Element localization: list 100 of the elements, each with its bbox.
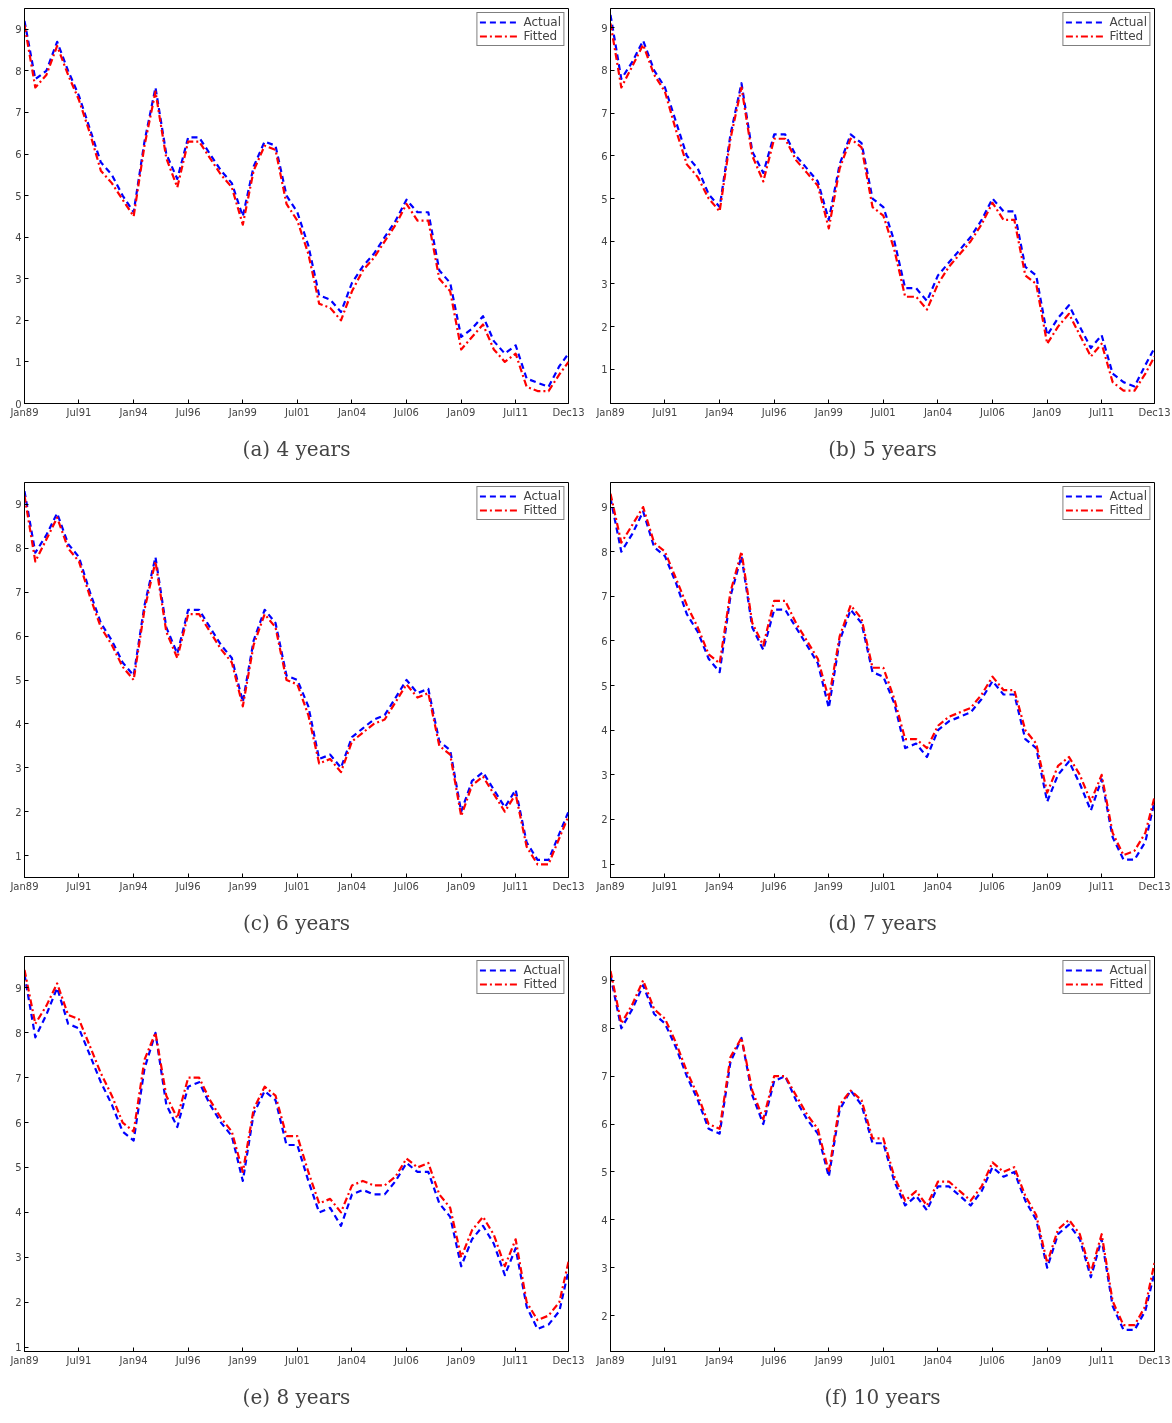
x-tick-label: Jul01 (869, 406, 896, 418)
x-tick-label: Jul06 (393, 406, 419, 418)
x-tick-label: Jul01 (869, 1354, 896, 1366)
x-tick-label: Jul11 (502, 880, 529, 892)
x-tick-label: Jul11 (1088, 880, 1115, 892)
x-tick-label: Jan09 (446, 406, 476, 418)
y-tick-label: 9 (601, 502, 608, 514)
y-tick-label: 5 (601, 680, 608, 692)
x-tick-label: Jul01 (283, 880, 310, 892)
x-tick-label: Jan99 (813, 406, 843, 418)
y-tick-label: 4 (15, 1207, 22, 1219)
text: (b) 5 years (828, 436, 937, 461)
x-tick-label: Jan04 (336, 880, 367, 892)
y-tick-label: 5 (15, 190, 22, 202)
legend-label: Fitted (523, 503, 558, 517)
y-tick-label: 3 (601, 1262, 608, 1274)
x-tick-label: Jul91 (651, 1354, 678, 1366)
x-tick-label: Jul96 (760, 880, 787, 892)
y-tick-label: 4 (601, 236, 608, 248)
legend-label: Fitted (1109, 977, 1144, 991)
x-tick-label: Dec13 (552, 406, 585, 418)
y-tick-label: 5 (601, 193, 608, 205)
legend-label: Actual (523, 489, 561, 503)
text: (e) 8 years (242, 1384, 351, 1409)
y-tick-label: 3 (15, 762, 22, 774)
x-tick-label: Dec13 (552, 880, 585, 892)
y-tick-label: 3 (15, 273, 22, 285)
x-tick-label: Jul06 (979, 880, 1005, 892)
x-tick-label: Jul06 (979, 1354, 1005, 1366)
y-tick-label: 6 (601, 1119, 608, 1131)
x-tick-label: Jan09 (1032, 1354, 1062, 1366)
y-tick-label: 8 (601, 1023, 608, 1035)
x-tick-label: Jul01 (283, 406, 310, 418)
y-tick-label: 3 (15, 1252, 22, 1264)
y-tick-label: 8 (15, 543, 22, 555)
y-tick-label: 9 (15, 24, 22, 36)
y-tick-label: 6 (15, 1117, 22, 1129)
y-tick-label: 7 (15, 107, 22, 119)
y-tick-label: 9 (601, 975, 608, 987)
x-tick-label: Jan94 (704, 880, 734, 892)
y-tick-label: 6 (15, 631, 22, 643)
y-tick-label: 6 (601, 150, 608, 162)
x-tick-label: Jan04 (922, 1354, 953, 1366)
x-tick-label: Jan94 (118, 406, 148, 418)
x-tick-label: Jan94 (118, 1354, 148, 1366)
y-tick-label: 2 (15, 806, 22, 818)
x-tick-label: Jul06 (393, 880, 419, 892)
x-tick-label: Jan99 (227, 880, 257, 892)
x-tick-label: Dec13 (1138, 406, 1171, 418)
x-tick-label: Jul96 (174, 1354, 201, 1366)
text: (c) 6 years (242, 910, 351, 935)
x-tick-label: Jan94 (704, 1354, 734, 1366)
y-tick-label: 1 (15, 850, 22, 862)
y-tick-label: 5 (15, 675, 22, 686)
x-tick-label: Jan04 (336, 406, 367, 418)
legend-label: Fitted (1109, 503, 1144, 517)
y-tick-label: 1 (601, 364, 608, 376)
x-tick-label: Jan89 (595, 1354, 625, 1366)
legend-label: Actual (523, 963, 561, 977)
legend-label: Actual (1109, 963, 1147, 977)
y-tick-label: 7 (601, 108, 608, 120)
y-tick-label: 3 (601, 769, 608, 781)
x-tick-label: Jan99 (227, 1354, 257, 1366)
legend-label: Fitted (523, 29, 558, 43)
x-tick-label: Jul91 (651, 406, 678, 418)
y-tick-label: 4 (15, 718, 22, 730)
x-tick-label: Jan99 (813, 880, 843, 892)
y-tick-label: 4 (15, 232, 22, 244)
y-tick-label: 4 (601, 1214, 608, 1226)
x-tick-label: Jul96 (760, 406, 787, 418)
x-tick-label: Jan09 (446, 880, 476, 892)
x-tick-label: Jul01 (283, 1354, 310, 1366)
x-tick-label: Dec13 (1138, 1354, 1171, 1366)
text: (d) 7 years (828, 910, 937, 935)
x-tick-label: Jan89 (9, 880, 39, 892)
x-tick-label: Jan09 (446, 1354, 476, 1366)
y-tick-label: 4 (601, 725, 608, 737)
y-tick-label: 2 (15, 1297, 22, 1309)
x-tick-label: Dec13 (552, 1354, 585, 1366)
y-tick-label: 8 (601, 65, 608, 77)
x-tick-label: Jan99 (813, 1354, 843, 1366)
x-tick-label: Jul91 (651, 880, 678, 892)
text: (a) 4 years (242, 436, 351, 461)
y-tick-label: 5 (15, 1162, 22, 1174)
x-tick-label: Jul01 (869, 880, 896, 892)
y-tick-label: 2 (601, 814, 608, 826)
y-tick-label: 2 (15, 315, 22, 327)
x-tick-label: Jul91 (65, 406, 92, 418)
y-tick-label: 7 (601, 1071, 608, 1083)
x-tick-label: Jan94 (118, 880, 148, 892)
y-tick-label: 2 (601, 1310, 608, 1322)
x-tick-label: Jul91 (65, 1354, 92, 1366)
x-tick-label: Dec13 (1138, 880, 1171, 892)
legend-label: Fitted (523, 977, 558, 991)
x-tick-label: Jan04 (922, 880, 953, 892)
legend-label: Fitted (1109, 29, 1144, 43)
x-tick-label: Jan89 (595, 406, 625, 418)
y-tick-label: 8 (601, 546, 608, 558)
x-tick-label: Jul06 (979, 406, 1005, 418)
x-tick-label: Jan04 (336, 1354, 367, 1366)
